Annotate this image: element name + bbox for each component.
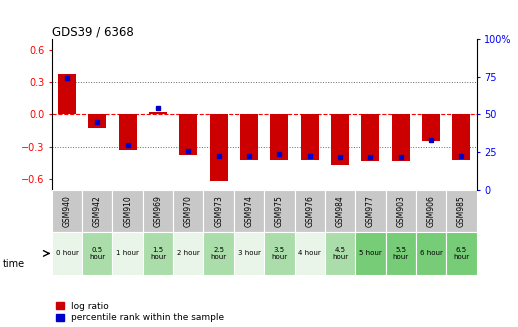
Bar [82,232,112,275]
Bar [325,190,355,232]
Bar [149,112,167,114]
Text: GSM969: GSM969 [153,195,163,227]
Bar [173,190,204,232]
Text: 0.5
hour: 0.5 hour [89,247,105,260]
Text: 2 hour: 2 hour [177,250,200,256]
Text: GSM906: GSM906 [426,195,436,227]
Bar [264,232,295,275]
Bar [355,190,385,232]
Text: time: time [3,259,25,269]
Bar [392,114,410,161]
Bar [210,114,228,181]
Bar [385,232,416,275]
Bar [112,190,143,232]
Bar [452,114,470,160]
Text: 3.5
hour: 3.5 hour [271,247,287,260]
Bar [422,114,440,141]
Bar [234,232,264,275]
Bar [295,190,325,232]
Text: GSM903: GSM903 [396,195,405,227]
Bar [416,190,446,232]
Bar [270,114,289,160]
Bar [264,190,295,232]
Text: 5.5
hour: 5.5 hour [393,247,409,260]
Text: GSM970: GSM970 [184,195,193,227]
Text: GSM973: GSM973 [214,195,223,227]
Bar [52,190,82,232]
Bar [204,232,234,275]
Text: GSM975: GSM975 [275,195,284,227]
Bar [58,74,76,114]
Bar [355,232,385,275]
Text: GSM984: GSM984 [336,195,344,227]
Text: 5 hour: 5 hour [359,250,382,256]
Bar [204,190,234,232]
Text: GDS39 / 6368: GDS39 / 6368 [52,25,134,38]
Text: 0 hour: 0 hour [55,250,78,256]
Text: GSM976: GSM976 [305,195,314,227]
Bar [295,232,325,275]
Text: GSM974: GSM974 [244,195,253,227]
Bar [234,190,264,232]
Text: 3 hour: 3 hour [238,250,261,256]
Bar [240,114,258,160]
Text: 4.5
hour: 4.5 hour [332,247,348,260]
Text: 6.5
hour: 6.5 hour [453,247,469,260]
Text: GSM910: GSM910 [123,195,132,227]
Bar [331,114,349,165]
Text: GSM942: GSM942 [93,195,102,227]
Bar [82,190,112,232]
Text: 1.5
hour: 1.5 hour [150,247,166,260]
Bar [52,232,82,275]
Bar [143,190,173,232]
Text: 6 hour: 6 hour [420,250,442,256]
Text: GSM940: GSM940 [63,195,71,227]
Bar [173,232,204,275]
Bar [300,114,319,160]
Text: 4 hour: 4 hour [298,250,321,256]
Bar [446,190,477,232]
Text: 2.5
hour: 2.5 hour [211,247,227,260]
Bar [179,114,197,155]
Bar [112,232,143,275]
Bar [143,232,173,275]
Legend: log ratio, percentile rank within the sample: log ratio, percentile rank within the sa… [56,302,224,322]
Text: GSM985: GSM985 [457,195,466,227]
Bar [361,114,380,161]
Bar [88,114,106,129]
Bar [385,190,416,232]
Bar [446,232,477,275]
Text: GSM977: GSM977 [366,195,375,227]
Bar [119,114,137,150]
Text: 1 hour: 1 hour [116,250,139,256]
Bar [325,232,355,275]
Bar [416,232,446,275]
